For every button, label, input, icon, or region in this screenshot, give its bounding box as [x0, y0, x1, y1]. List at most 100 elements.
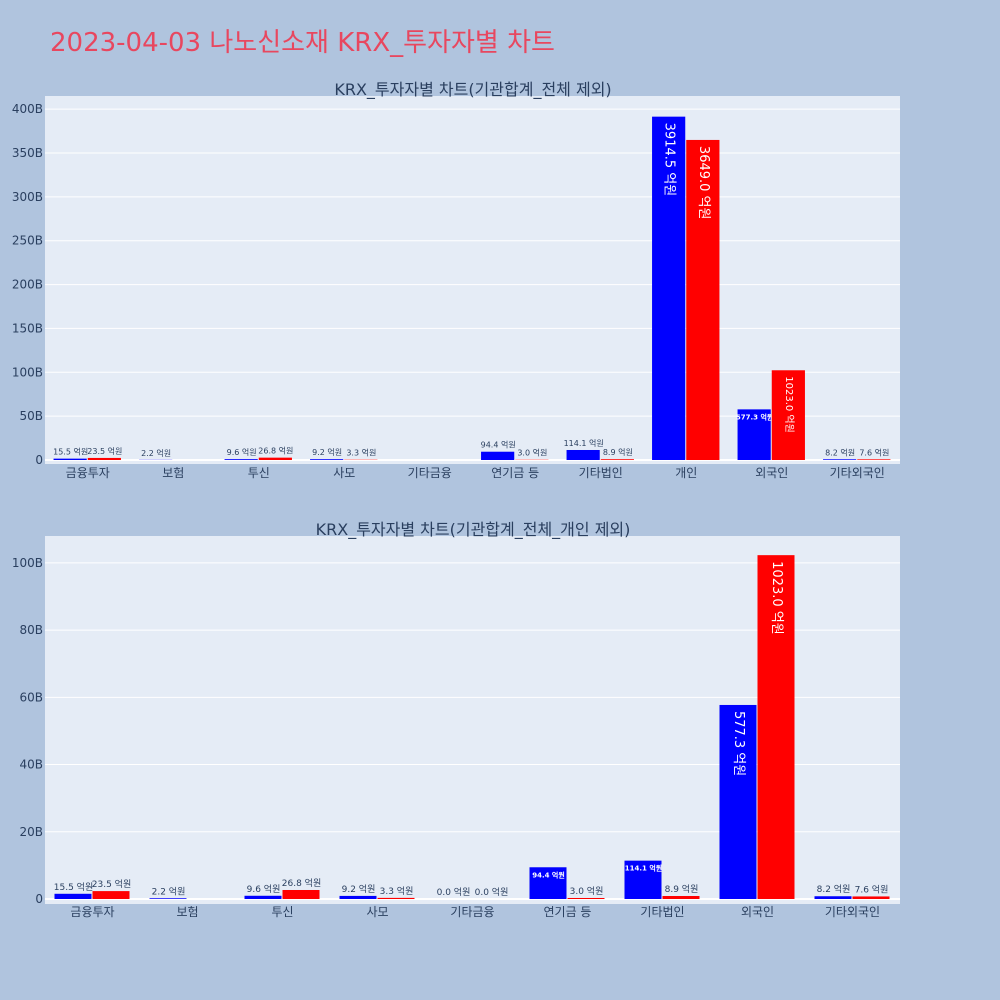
chart-1-xtick-label: 외국인: [755, 466, 788, 480]
chart-1-data-label: 114.1 억원: [564, 438, 604, 448]
chart-1-xtick-label: 연기금 등: [491, 466, 539, 480]
chart-2-buy-bar: [339, 895, 377, 899]
chart-1-grid: [45, 108, 900, 461]
chart-1-xtick-label: 보험: [162, 466, 184, 480]
chart-1-sell-bar: [771, 370, 805, 460]
chart-2-ytick-label: 0: [35, 892, 43, 906]
chart-2-data-label: 26.8 억원: [282, 877, 321, 889]
chart-2-data-label: 0.0 억원: [437, 886, 471, 898]
chart-1-sell-bar: [857, 459, 891, 460]
chart-1-buy-bar: [310, 459, 344, 460]
chart-1-buy-bar: [823, 459, 857, 460]
chart-1-xtick-label: 기타법인: [579, 466, 623, 480]
chart-2-data-label: 3.0 억원: [570, 885, 604, 897]
chart-1-data-label: 3.3 억원: [346, 448, 376, 458]
chart-2-buy-bar: [244, 895, 282, 899]
chart-2-sell-bar: [282, 889, 320, 899]
chart-2-buy-bar: [529, 867, 567, 899]
chart-2-buy-bar: [814, 896, 852, 899]
chart-1-xtick-label: 사모: [333, 466, 355, 480]
chart-2-ytick-label: 40B: [19, 758, 43, 772]
chart-2-xtick-label: 금융투자: [70, 905, 114, 919]
chart-2-sell-bar: [662, 896, 700, 899]
chart-2-xtick-label: 사모: [366, 905, 388, 919]
chart-2-data-label: 23.5 억원: [92, 878, 131, 890]
chart-1-data-label: 9.6 억원: [227, 447, 257, 457]
chart-1-bars: 15.5 억원 23.5 억원 2.2 억원 9.6 억원 26.8 억원 9.2 억원 3…: [53, 116, 891, 461]
chart-2-data-label: 1023.0 억원: [769, 561, 784, 635]
chart-2-xtick-label: 연기금 등: [544, 905, 592, 919]
chart-2-sell-bar: [567, 897, 605, 899]
chart-1-buy-bar: [737, 409, 771, 460]
chart-1-data-label: 3914.5 억원: [662, 123, 677, 197]
chart-2-xtick-label: 기타금융: [450, 905, 494, 919]
chart-1-ytick-label: 300B: [12, 190, 43, 204]
chart-1-xtick-label: 금융투자: [66, 466, 110, 480]
chart-2-data-label: 2.2 억원: [152, 885, 186, 897]
chart-2-buy-bar: [719, 704, 757, 899]
chart-1-data-label: 7.6 억원: [859, 447, 889, 457]
chart-1-buy-bar: [481, 451, 515, 460]
chart-2-xtick-label: 외국인: [741, 905, 774, 919]
chart-1-ytick-label: 100B: [12, 365, 43, 379]
chart-1-xtick-label: 기타금융: [408, 466, 452, 480]
chart-1-ytick-label: 250B: [12, 234, 43, 248]
chart-2-data-label: 9.2 억원: [342, 883, 376, 895]
chart-1-data-label: 8.2 억원: [825, 447, 855, 457]
chart-1-buy-bar: [566, 449, 600, 460]
chart-1-data-label: 15.5 억원: [53, 447, 88, 457]
chart-2-buy-bar: [624, 860, 662, 899]
chart-2-xtick-label: 투신: [271, 905, 293, 919]
chart-2-sell-bar: [757, 555, 795, 899]
chart-2-data-label: 94.4 억원: [532, 870, 565, 879]
chart-2-axis: 0 20B 40B 60B 80B 100B 금융투자 보험 투신 사모 기타금융 연기금 등 기타법인…: [12, 556, 880, 919]
chart-1-xtick-label: 투신: [248, 466, 270, 480]
chart-1-data-label: 8.9 억원: [603, 447, 633, 457]
chart-1-buy-bar: [652, 116, 686, 460]
chart-1-xtick-label: 기타외국인: [830, 466, 885, 480]
chart-1-ytick-label: 200B: [12, 278, 43, 292]
chart-2-buy-bar: [149, 898, 187, 899]
chart-1-data-label: 26.8 억원: [258, 446, 293, 456]
chart-2-data-label: 0.0 억원: [475, 886, 509, 898]
page-title: 2023-04-03 나노신소재 KRX_투자자별 차트: [50, 28, 555, 58]
chart-1-sell-bar: [600, 459, 634, 460]
chart-1-sell-bar: [258, 457, 292, 460]
chart-2-ytick-label: 20B: [19, 825, 43, 839]
chart-2-data-label: 577.3 억원: [731, 711, 746, 776]
chart-2-ytick-label: 100B: [12, 556, 43, 570]
chart-1-ytick-label: 50B: [19, 409, 43, 423]
chart-2-buy-bar: [54, 893, 92, 899]
chart-1-data-label: 2.2 억원: [141, 448, 171, 458]
chart-1-data-label: 577.3 억원: [736, 412, 773, 421]
chart-2-title: KRX_투자자별 차트(기관합계_전체_개인 제외): [316, 520, 631, 540]
chart-1-axis: 0 50B 100B 150B 200B 250B 300B 350B 400B 금융투자 보험 투신…: [12, 102, 885, 480]
chart-2-data-label: 8.9 억원: [665, 883, 699, 895]
chart-1-ytick-label: 400B: [12, 102, 43, 116]
chart-2-sell-bar: [377, 897, 415, 899]
chart-2-data-label: 15.5 억원: [54, 881, 93, 893]
chart-2-ytick-label: 60B: [19, 690, 43, 704]
chart-1-ytick-label: 150B: [12, 321, 43, 335]
chart-1-buy-bar: [53, 458, 87, 460]
chart-1-data-label: 1023.0 억원: [783, 376, 795, 433]
chart-2-xtick-label: 기타외국인: [825, 905, 880, 919]
chart-2-ytick-label: 80B: [19, 623, 43, 637]
chart-1-data-label: 3.0 억원: [517, 448, 547, 458]
chart-2-data-label: 114.1 억원: [625, 864, 662, 873]
chart-2-data-label: 3.3 억원: [380, 885, 414, 897]
chart-1-sell-bar: [686, 139, 720, 461]
chart-1-data-label: 94.4 억원: [481, 440, 516, 450]
chart-1: 15.5 억원 23.5 억원 2.2 억원 9.6 억원 26.8 억원 9.2 억원 3…: [12, 80, 900, 480]
chart-1-ytick-label: 350B: [12, 146, 43, 160]
chart-1-ytick-label: 0: [35, 453, 43, 467]
chart-2-data-label: 9.6 억원: [247, 883, 281, 895]
chart-1-sell-bar: [87, 457, 121, 460]
chart-1-data-label: 9.2 억원: [312, 447, 342, 457]
chart-2-sell-bar: [852, 896, 890, 899]
chart-2-data-label: 8.2 억원: [817, 883, 851, 895]
chart-1-data-label: 23.5 억원: [87, 446, 122, 456]
